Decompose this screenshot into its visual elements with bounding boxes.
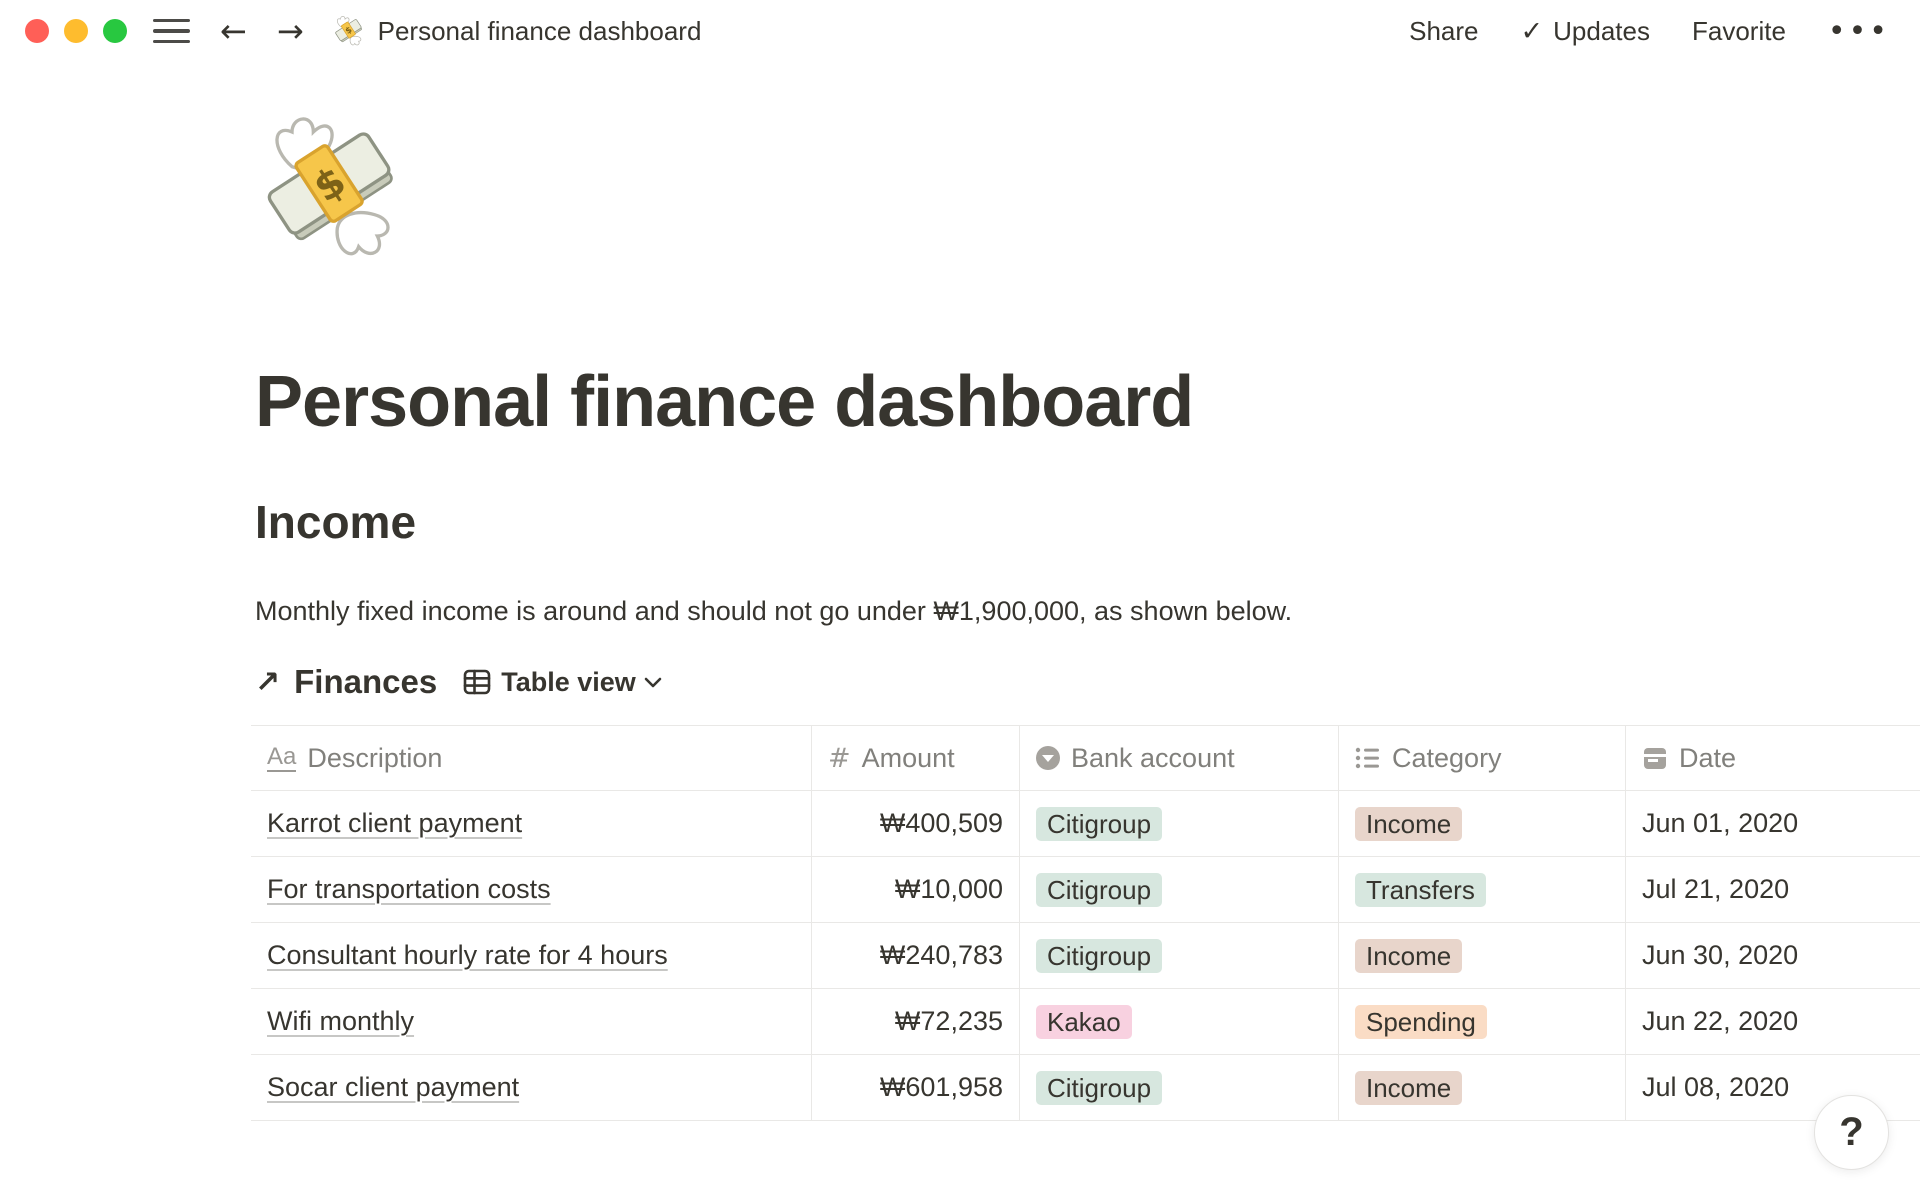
table-view-icon xyxy=(463,669,491,695)
bank-account-cell[interactable]: Citigroup xyxy=(1020,1055,1339,1120)
amount-cell[interactable]: ₩601,958 xyxy=(812,1055,1020,1120)
finances-table: Aa Description # Amount Bank account Cat… xyxy=(251,725,1920,1121)
category-cell[interactable]: Income xyxy=(1339,923,1626,988)
bank-account-cell[interactable]: Citigroup xyxy=(1020,857,1339,922)
database-title-finances[interactable]: Finances xyxy=(294,663,438,700)
category-tag: Income xyxy=(1355,806,1463,841)
forward-arrow-icon[interactable]: → xyxy=(276,12,304,50)
category-cell[interactable]: Income xyxy=(1339,1055,1626,1120)
bank-account-cell[interactable]: Kakao xyxy=(1020,989,1339,1054)
table-row: Wifi monthly ₩72,235 Kakao Spending Jun … xyxy=(251,989,1920,1055)
amount-cell[interactable]: ₩10,000 xyxy=(812,857,1020,922)
title-property-icon: Aa xyxy=(267,744,297,773)
bank-account-cell[interactable]: Citigroup xyxy=(1020,923,1339,988)
table-row: Karrot client payment ₩400,509 Citigroup… xyxy=(251,791,1920,857)
table-row: For transportation costs ₩10,000 Citigro… xyxy=(251,857,1920,923)
back-arrow-icon[interactable]: ← xyxy=(220,12,247,50)
date-property-icon xyxy=(1642,745,1668,772)
updates-button[interactable]: Updates xyxy=(1553,15,1650,46)
column-header-date[interactable]: Date xyxy=(1626,726,1920,790)
money-with-wings-icon xyxy=(333,15,363,46)
window-toolbar: ← → Personal finance dashboard Share ✓ U… xyxy=(0,0,1920,62)
column-header-category[interactable]: Category xyxy=(1339,726,1626,790)
bank-tag: Citigroup xyxy=(1036,806,1163,841)
row-title-cell[interactable]: Consultant hourly rate for 4 hours xyxy=(251,923,812,988)
category-tag: Transfers xyxy=(1355,872,1486,907)
date-cell[interactable]: Jun 30, 2020 xyxy=(1642,940,1799,970)
income-description-text[interactable]: Monthly fixed income is around and shoul… xyxy=(255,596,1293,626)
date-cell[interactable]: Jul 21, 2020 xyxy=(1642,874,1790,904)
chevron-down-icon xyxy=(644,677,662,687)
more-options-button[interactable]: ••• xyxy=(1827,13,1890,49)
row-title-cell[interactable]: Wifi monthly xyxy=(251,989,812,1054)
column-header-description[interactable]: Aa Description xyxy=(251,726,812,790)
table-view-tab[interactable]: Table view xyxy=(463,667,662,698)
page-title[interactable]: Personal finance dashboard xyxy=(255,362,1194,442)
zoom-window-button[interactable] xyxy=(103,19,127,43)
category-cell[interactable]: Transfers xyxy=(1339,857,1626,922)
bank-tag: Citigroup xyxy=(1036,872,1163,907)
column-header-bank-account[interactable]: Bank account xyxy=(1020,726,1339,790)
sidebar-menu-icon[interactable] xyxy=(153,18,190,44)
bank-tag: Citigroup xyxy=(1036,938,1163,973)
table-header-row: Aa Description # Amount Bank account Cat… xyxy=(251,725,1920,791)
table-row: Consultant hourly rate for 4 hours ₩240,… xyxy=(251,923,1920,989)
section-heading-income[interactable]: Income xyxy=(255,496,417,548)
breadcrumb-title: Personal finance dashboard xyxy=(377,15,702,46)
category-tag: Income xyxy=(1355,1070,1463,1105)
amount-cell[interactable]: ₩240,783 xyxy=(812,923,1020,988)
category-cell[interactable]: Income xyxy=(1339,791,1626,856)
row-title-cell[interactable]: Karrot client payment xyxy=(251,791,812,856)
table-view-label: Table view xyxy=(501,666,636,697)
breadcrumb[interactable]: Personal finance dashboard xyxy=(332,14,702,48)
select-property-icon xyxy=(1036,746,1060,770)
help-button[interactable]: ? xyxy=(1814,1095,1889,1170)
bank-tag: Kakao xyxy=(1036,1004,1132,1039)
topbar-actions: Share ✓ Updates Favorite ••• xyxy=(1409,14,1890,49)
northeast-arrow-icon: ↗ xyxy=(255,664,281,700)
page-icon-money-with-wings[interactable] xyxy=(252,108,412,268)
minimize-window-button[interactable] xyxy=(64,19,88,43)
amount-cell[interactable]: ₩400,509 xyxy=(812,791,1020,856)
category-tag: Income xyxy=(1355,938,1463,973)
row-title-cell[interactable]: Socar client payment xyxy=(251,1055,812,1120)
amount-cell[interactable]: ₩72,235 xyxy=(812,989,1020,1054)
favorite-button[interactable]: Favorite xyxy=(1691,15,1786,46)
date-cell[interactable]: Jul 08, 2020 xyxy=(1642,1072,1790,1102)
bank-tag: Citigroup xyxy=(1036,1070,1163,1105)
table-row: Socar client payment ₩601,958 Citigroup … xyxy=(251,1055,1920,1121)
share-button[interactable]: Share xyxy=(1409,15,1479,46)
date-cell[interactable]: Jun 01, 2020 xyxy=(1642,808,1799,838)
linked-database-header: ↗ Finances Table view xyxy=(255,663,1920,701)
multi-select-property-icon xyxy=(1355,745,1381,771)
bank-account-cell[interactable]: Citigroup xyxy=(1020,791,1339,856)
row-title-cell[interactable]: For transportation costs xyxy=(251,857,812,922)
window-controls xyxy=(25,19,127,43)
number-property-icon: # xyxy=(828,742,851,774)
category-cell[interactable]: Spending xyxy=(1339,989,1626,1054)
column-header-amount[interactable]: # Amount xyxy=(812,726,1020,790)
checkmark-icon: ✓ xyxy=(1520,15,1544,47)
category-tag: Spending xyxy=(1355,1004,1487,1039)
date-cell[interactable]: Jun 22, 2020 xyxy=(1642,1006,1799,1036)
close-window-button[interactable] xyxy=(25,19,49,43)
